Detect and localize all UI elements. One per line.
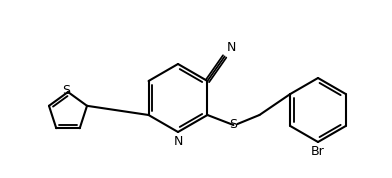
Text: N: N: [173, 135, 183, 148]
Text: N: N: [227, 41, 236, 54]
Text: Br: Br: [311, 145, 325, 158]
Text: S: S: [62, 85, 70, 98]
Text: S: S: [229, 119, 238, 132]
